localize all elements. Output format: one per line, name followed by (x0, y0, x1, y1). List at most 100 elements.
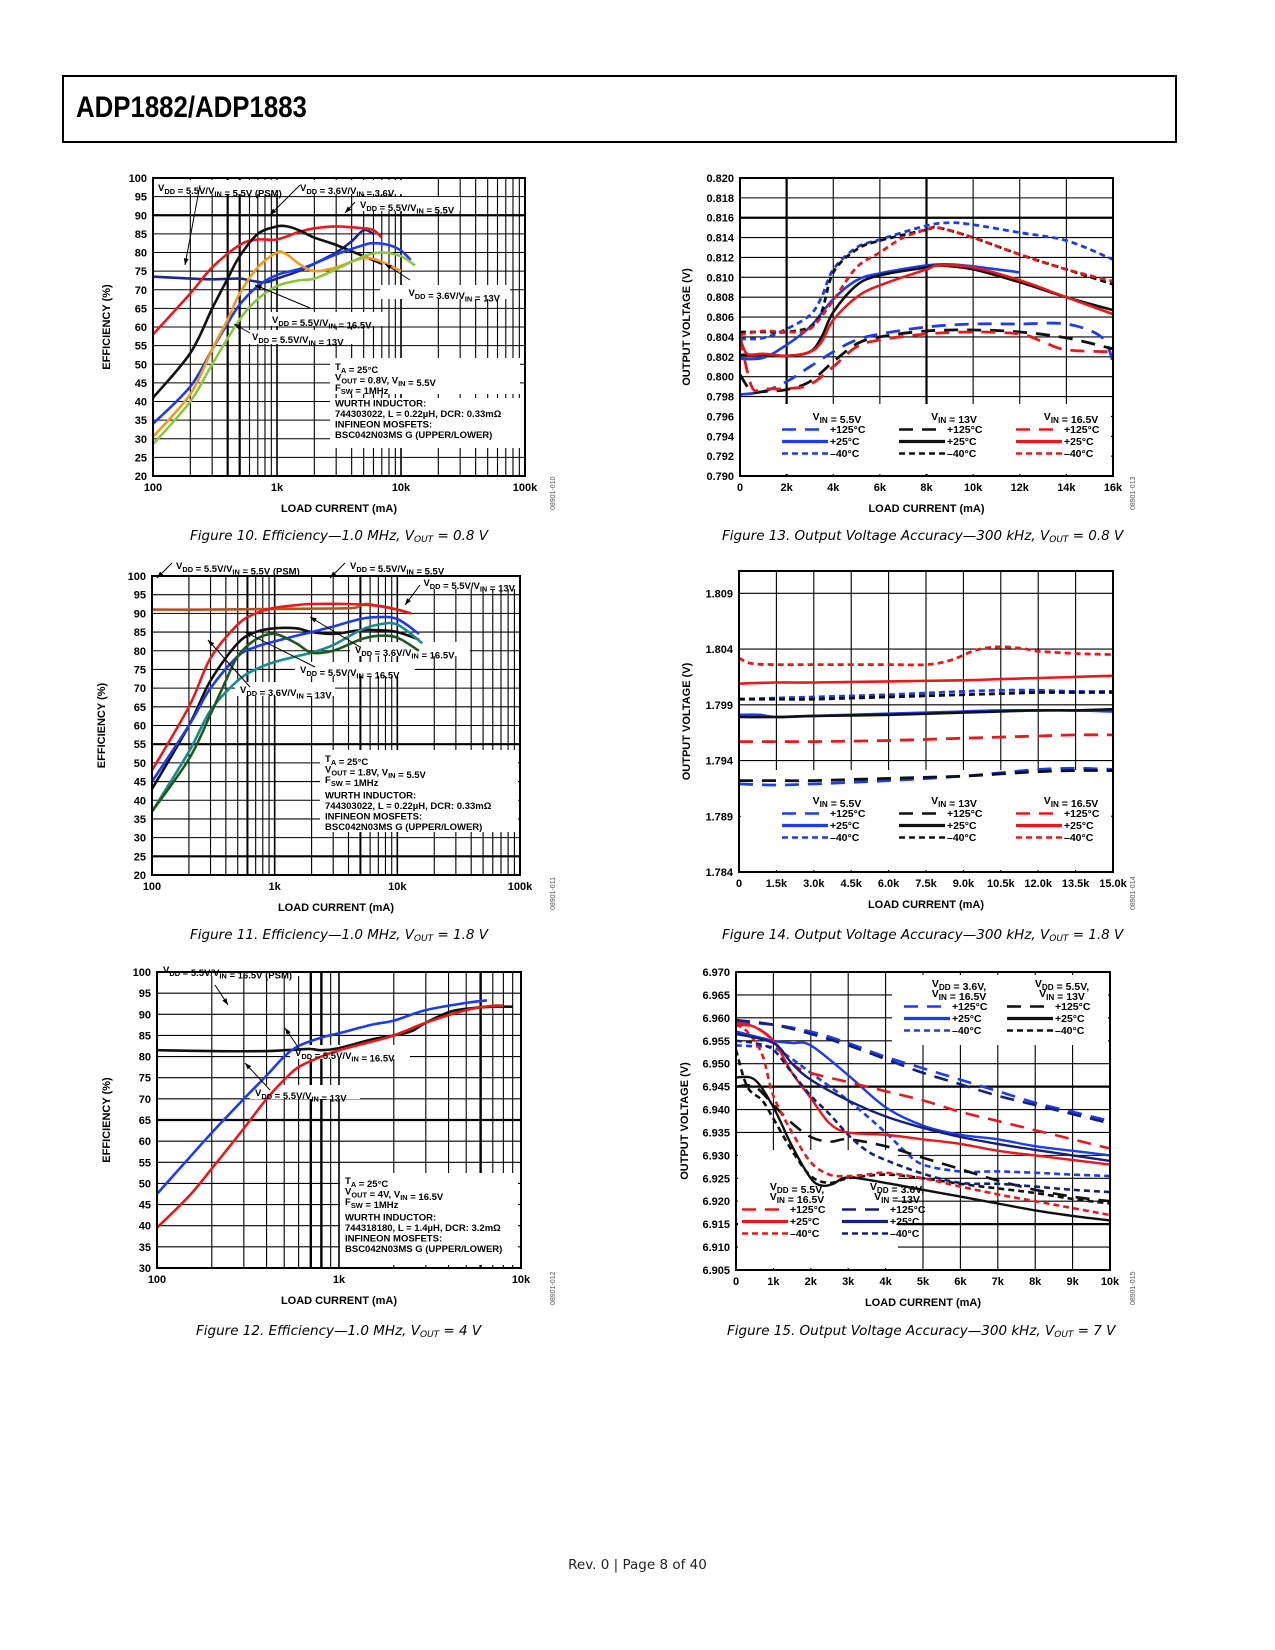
y-tick-label: 95 (139, 988, 151, 1000)
x-tick-label: 1.5k (766, 878, 788, 890)
x-tick-label: 1k (767, 1276, 780, 1288)
y-axis-title: EFFICIENCY (%) (96, 682, 108, 768)
arrow-head-icon (183, 258, 189, 265)
y-tick-label: 0.810 (706, 272, 734, 284)
y-tick-label: 60 (134, 721, 146, 733)
y-tick-label: 0.820 (706, 173, 734, 185)
legend-entry-label: +25°C (947, 436, 977, 448)
chart-note: TA = 25°C (345, 1176, 388, 1190)
series-line (735, 1075, 1111, 1222)
x-tick-label: 100k (508, 881, 533, 893)
y-tick-label: 80 (139, 1052, 151, 1064)
series-line (735, 1021, 1111, 1123)
legend-entry-label: +25°C (790, 1216, 820, 1228)
annotation-label: VDD = 5.5V/VIN = 5.5V (360, 200, 455, 217)
y-tick-label: 0.808 (706, 292, 734, 304)
x-tick-label: 16k (1104, 482, 1123, 494)
y-tick-label: 0.806 (706, 312, 734, 324)
x-tick-label: 10k (964, 482, 983, 494)
series-line (735, 1023, 1111, 1150)
series-group (150, 602, 424, 813)
arrow-head-icon (285, 1028, 291, 1035)
annotation-label: VDD = 5.5V/VIN = 13V (423, 578, 515, 595)
y-tick-label: 75 (139, 1073, 151, 1085)
series-line (156, 1005, 513, 1053)
annotation-label: VDD = 5.5V/VIN = 5.5V (PSM) (158, 183, 282, 200)
arrow-head-icon (255, 285, 262, 290)
y-tick-label: 6.970 (702, 967, 730, 979)
y-tick-label: 30 (139, 1263, 151, 1275)
annotation-arrow (207, 639, 251, 688)
arrow-head-icon (405, 598, 411, 605)
legend-group-title: VIN = 13V (931, 411, 977, 426)
series-line (735, 1023, 1111, 1217)
y-tick-label: 90 (135, 210, 147, 222)
y-tick-label: 80 (134, 646, 146, 658)
label-background (290, 1045, 410, 1059)
series-line (738, 769, 1114, 783)
plot-frame (151, 575, 521, 876)
chart-note: TA = 25°C (335, 362, 378, 376)
arrow-head-icon (222, 998, 228, 1005)
annotation-arrow (244, 631, 316, 668)
series-line (150, 621, 424, 813)
series-group (156, 999, 513, 1229)
y-tick-label: 65 (135, 303, 147, 315)
legend-entry-label: +125°C (830, 424, 866, 436)
legend-entry-label: +125°C (947, 808, 983, 820)
label-background (235, 682, 335, 696)
series-line (156, 1004, 504, 1229)
caption-text: = 0.8 V (1068, 528, 1124, 544)
x-tick-label: 14k (1057, 482, 1076, 494)
chart-note: 744303022, L = 0.22µH, DCR: 0.33mΩ (325, 801, 492, 812)
document-header: ADP1882/ADP1883 (62, 75, 1177, 143)
caption-text: = 4 V (439, 1323, 482, 1339)
x-tick-label: 1k (271, 482, 284, 494)
y-tick-label: 70 (139, 1094, 151, 1106)
y-tick-label: 40 (139, 1221, 151, 1233)
caption-fig10: Figure 10. Efficiency—1.0 MHz, VOUT = 0.… (190, 528, 488, 545)
series-line (152, 225, 383, 336)
label-background (295, 662, 415, 676)
y-tick-label: 6.950 (702, 1059, 730, 1071)
y-tick-label: 20 (134, 870, 146, 882)
annotation-arrow (254, 284, 311, 309)
label-background (248, 330, 358, 344)
y-tick-label: 90 (134, 608, 146, 620)
chart-note: FSW = 1MHz (335, 383, 389, 397)
legend-group-title: VDD = 3.6V, (932, 978, 986, 993)
x-tick-label: 10.5k (987, 878, 1015, 890)
annotation-label: VDD = 5.5V/VIN = 16.5V (295, 1048, 395, 1065)
figure-id-fig15: 08901-015 (1130, 1271, 1137, 1305)
legend-entry-label: +25°C (1064, 820, 1094, 832)
legend-group-title: VIN = 16.5V (1044, 411, 1099, 426)
x-tick-label: 2k (781, 482, 794, 494)
x-tick-label: 100 (144, 482, 162, 494)
y-tick-label: 20 (135, 471, 147, 483)
figure-id-fig14: 08901-014 (1130, 876, 1137, 910)
series-line (151, 224, 383, 399)
y-tick-label: 1.789 (705, 811, 733, 823)
label-background (320, 790, 518, 832)
tick-labels: 1.784 1.789 1.794 1.799 1.804 1.809 0 1.5k 3.0k 4… (705, 588, 1127, 890)
legend-group-title: VIN = 13V (874, 1191, 920, 1206)
x-tick-label: 4k (827, 482, 840, 494)
arrow-head-icon (208, 640, 215, 647)
y-tick-label: 55 (135, 341, 147, 353)
series-line (738, 645, 1114, 667)
series-line (735, 1044, 1111, 1178)
x-tick-label: 7.5k (915, 878, 937, 890)
caption-text: = 1.8 V (1068, 927, 1124, 943)
legend-entry-label: –40°C (830, 448, 860, 460)
y-tick-label: 0.816 (706, 213, 734, 225)
x-tick-label: 1k (269, 881, 282, 893)
x-tick-label: 8k (1029, 1276, 1042, 1288)
legend-entry-label: +25°C (1064, 436, 1094, 448)
arrow-head-icon (385, 264, 392, 270)
legend-group-title: VIN = 16.5V (1044, 795, 1099, 810)
legend-entry-label: –40°C (1064, 832, 1094, 844)
series-line (735, 1083, 1111, 1203)
